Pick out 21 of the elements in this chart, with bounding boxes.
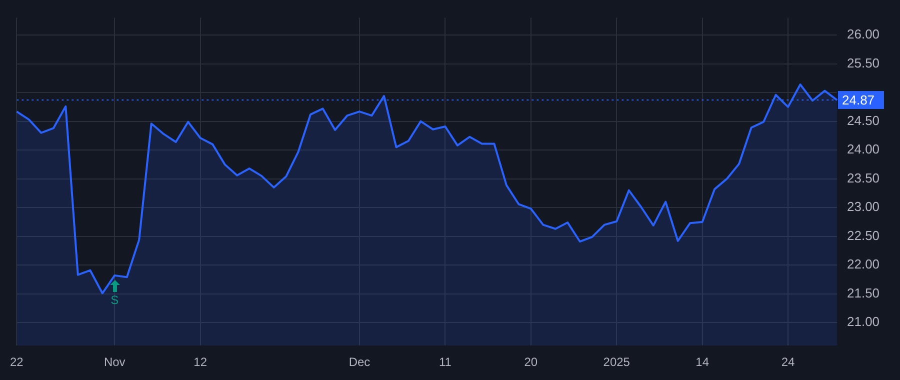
x-tick-label: 20 (524, 355, 538, 370)
y-tick-label: 22.50 (847, 228, 880, 243)
y-tick-label: 21.50 (847, 285, 880, 300)
y-tick-label: 25.50 (847, 55, 880, 70)
y-tick-label: 21.00 (847, 314, 880, 330)
y-tick-label: 23.00 (847, 199, 880, 214)
x-tick-label: 14 (696, 355, 710, 370)
annotation: S (110, 292, 119, 307)
x-tick-label: 2025 (603, 355, 630, 370)
x-tick-label: Nov (104, 355, 126, 370)
x-tick-label: 22 (10, 355, 24, 370)
x-tick-label: 12 (194, 355, 208, 370)
x-tick-label: 24 (781, 355, 796, 370)
y-tick-label: 26.00 (847, 26, 880, 42)
y-tick-label: 24.00 (847, 142, 880, 157)
ref-line-label: 24.87 (842, 92, 875, 108)
y-tick-label: 24.50 (847, 112, 880, 128)
x-tick-label: Dec (348, 355, 370, 370)
x-tick-label: 11 (438, 355, 452, 370)
y-tick-label: 23.50 (847, 170, 880, 186)
y-tick-label: 22.00 (847, 256, 880, 272)
